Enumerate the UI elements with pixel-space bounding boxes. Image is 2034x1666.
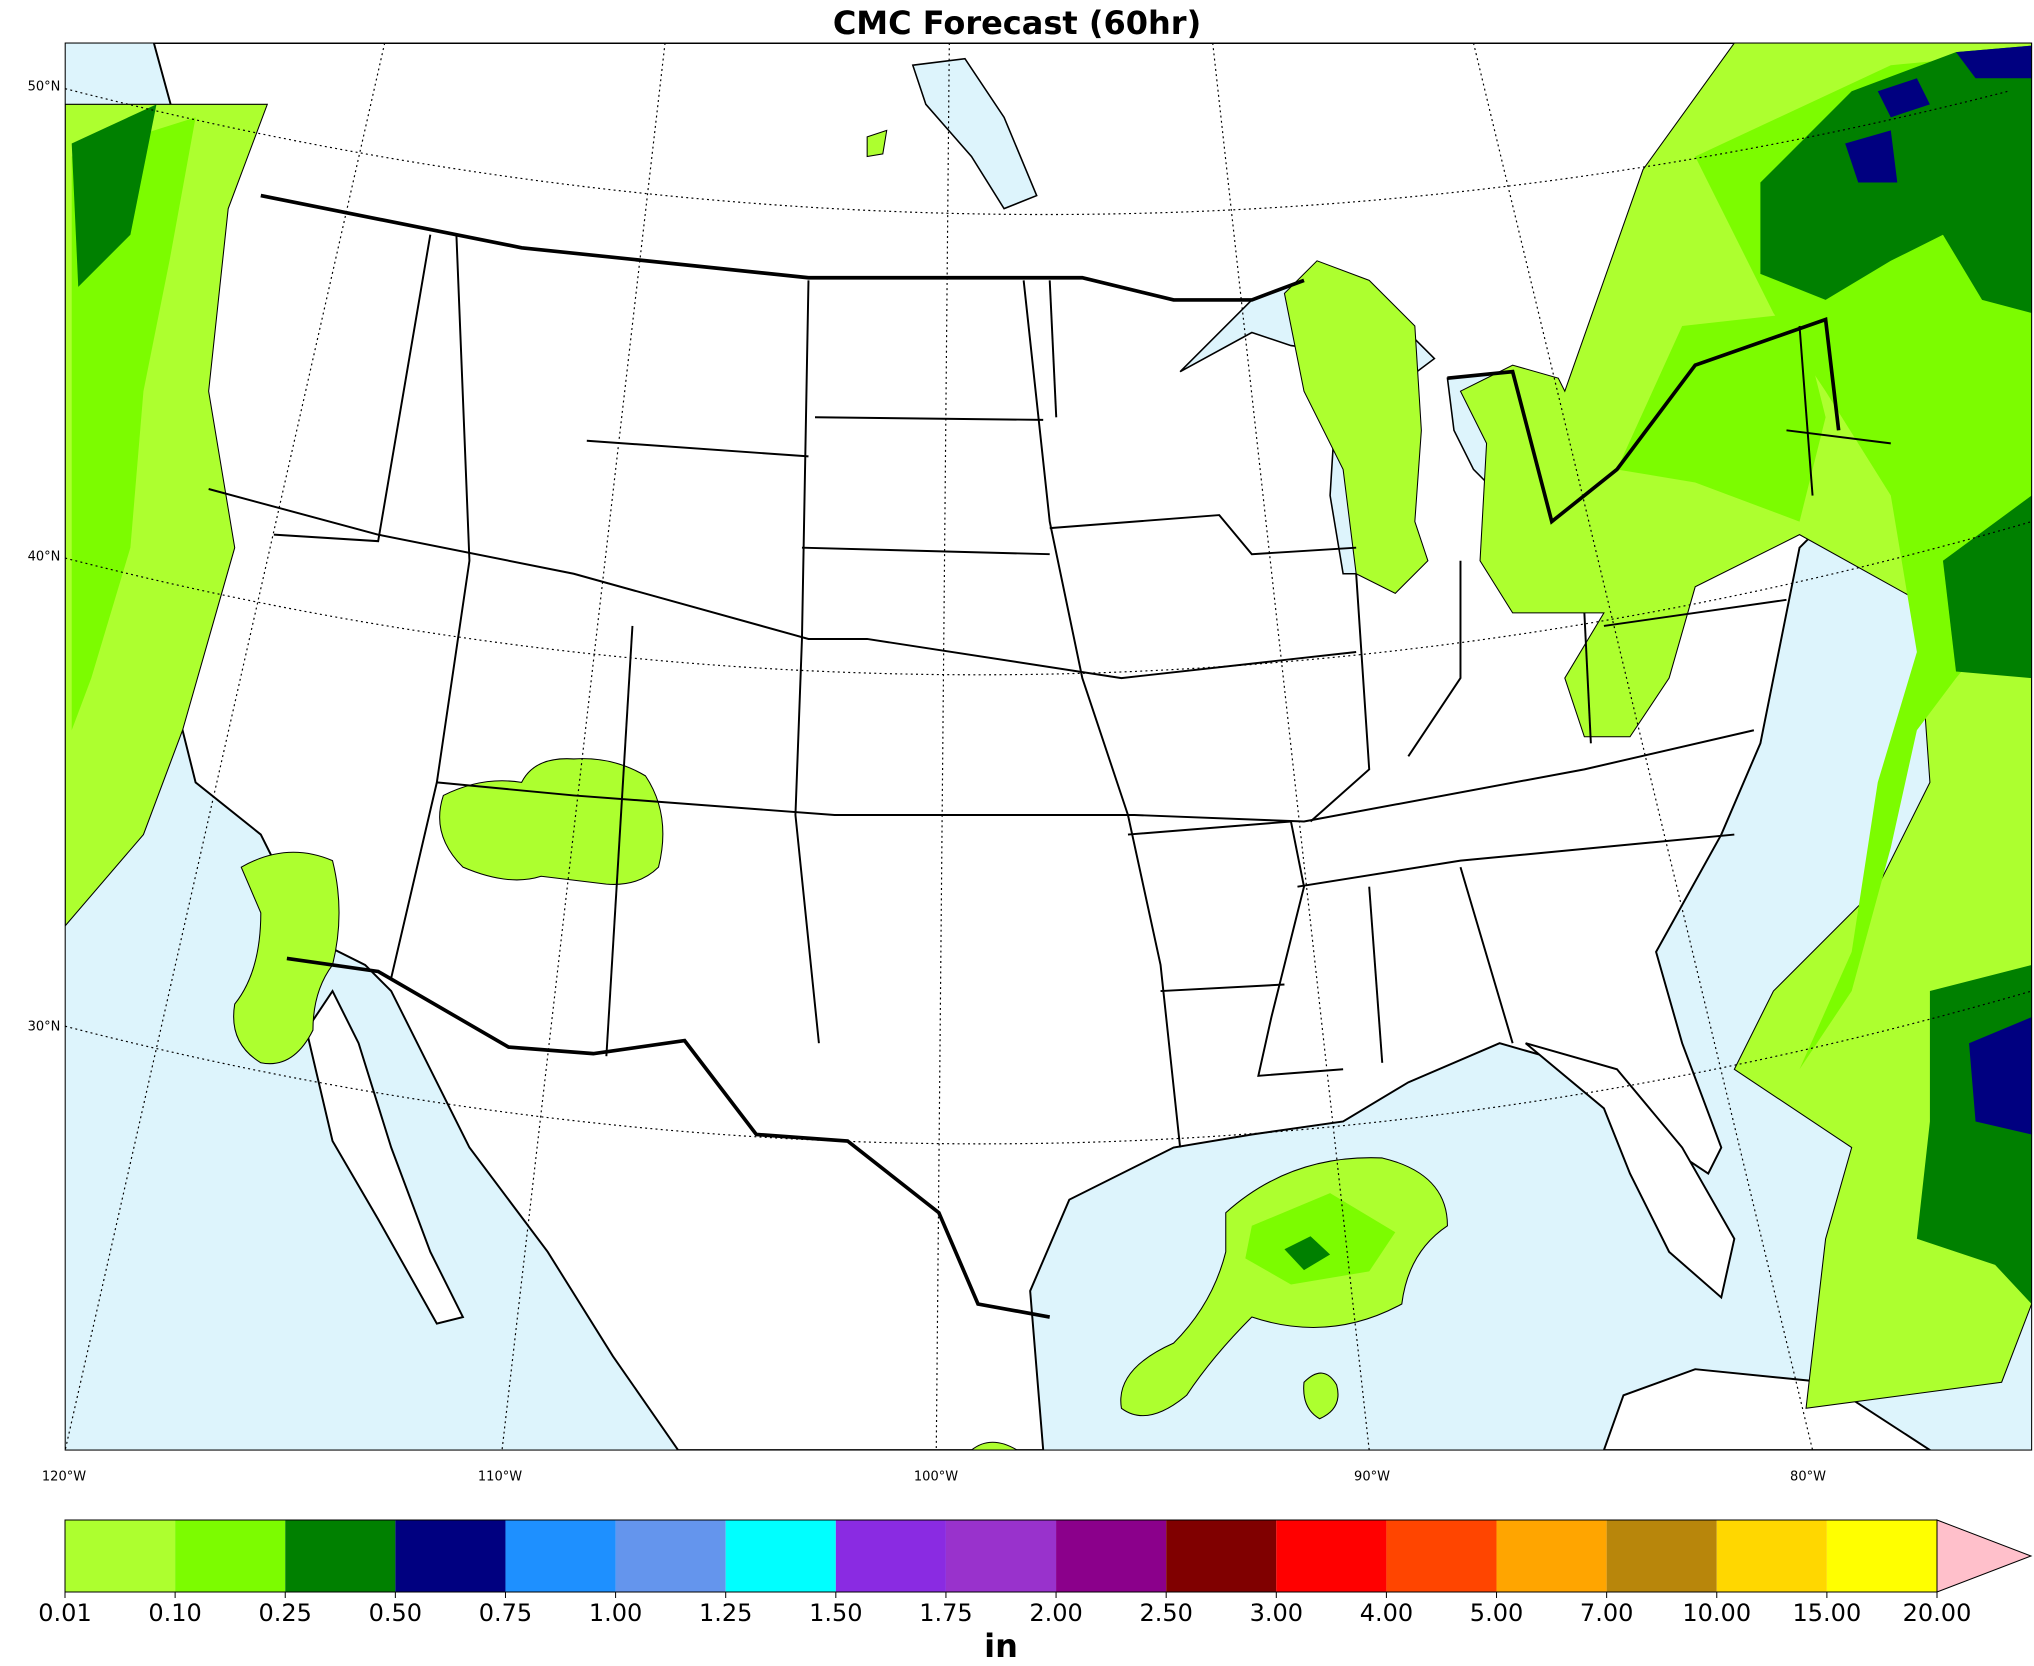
colorbar-bin bbox=[1276, 1520, 1387, 1592]
colorbar-tick-label: 10.00 bbox=[1682, 1599, 1751, 1627]
lon-label: 100°W bbox=[914, 1470, 958, 1485]
colorbar-tick-label: 0.25 bbox=[259, 1599, 312, 1627]
colorbar-tick-label: 0.10 bbox=[148, 1599, 201, 1627]
graticule bbox=[65, 43, 2032, 1451]
colorbar-bin bbox=[1056, 1520, 1167, 1592]
lon-label: 110°W bbox=[478, 1470, 522, 1485]
colorbar-tick-label: 3.00 bbox=[1250, 1599, 1303, 1627]
colorbar-bin bbox=[615, 1520, 726, 1592]
colorbar-tick-label: 4.00 bbox=[1360, 1599, 1413, 1627]
cuba bbox=[1602, 1368, 1932, 1451]
map-frame bbox=[64, 42, 2033, 1451]
colorbar-tick-label: 0.50 bbox=[369, 1599, 422, 1627]
colorbar-bin bbox=[505, 1520, 616, 1592]
borders bbox=[208, 193, 1891, 1319]
colorbar-bin bbox=[1826, 1520, 1937, 1592]
colorbar-bin bbox=[1716, 1520, 1827, 1592]
colorbar-tick-label: 15.00 bbox=[1793, 1599, 1862, 1627]
colorbar-bin bbox=[1606, 1520, 1717, 1592]
colorbar-tick-label: 1.50 bbox=[809, 1599, 862, 1627]
colorbar-bin bbox=[65, 1520, 176, 1592]
lat-label: 40°N bbox=[28, 550, 61, 565]
colorbar-unit: in bbox=[984, 1627, 1018, 1665]
colorbar-bin bbox=[175, 1520, 286, 1592]
colorbar-frame bbox=[64, 1519, 1938, 1593]
colorbar-tick-label: 0.01 bbox=[38, 1599, 91, 1627]
colorbar-tick-label: 7.00 bbox=[1580, 1599, 1633, 1627]
colorbar-tick-label: 1.00 bbox=[589, 1599, 642, 1627]
colorbar-tick-label: 20.00 bbox=[1903, 1599, 1972, 1627]
colorbar-tick-label: 0.75 bbox=[479, 1599, 532, 1627]
colorbar-bin bbox=[945, 1520, 1057, 1592]
lake-winnipeg bbox=[911, 57, 1038, 210]
lat-label: 30°N bbox=[28, 1020, 61, 1035]
lon-label: 120°W bbox=[42, 1470, 86, 1485]
precip-very-heavy bbox=[1845, 45, 2032, 1135]
colorbar-extend bbox=[1936, 1519, 2033, 1593]
lat-label: 50°N bbox=[28, 80, 61, 95]
florida bbox=[1525, 1042, 1736, 1300]
colorbar-bin bbox=[1496, 1520, 1607, 1592]
colorbar-bin bbox=[1386, 1520, 1497, 1592]
colorbar-bin bbox=[1166, 1520, 1277, 1592]
colorbar: 0.01 0.10 0.25 0.50 0.75 1.00 1.25 1.50 1.75 2.00… bbox=[38, 1519, 2033, 1665]
map-labels: 50°N 40°N 30°N 120°W 110°W 100°W 90°W 80°W bbox=[28, 80, 1826, 1485]
lon-label: 90°W bbox=[1354, 1470, 1390, 1485]
colorbar-tick-label: 1.25 bbox=[699, 1599, 752, 1627]
colorbar-bin bbox=[285, 1520, 396, 1592]
colorbar-tick-label: 5.00 bbox=[1470, 1599, 1523, 1627]
colorbar-bin bbox=[395, 1520, 506, 1592]
colorbar-tick-label: 2.50 bbox=[1139, 1599, 1192, 1627]
precip-moderate bbox=[71, 52, 2032, 1285]
map bbox=[64, 42, 2033, 1451]
colorbar-tick-label: 1.75 bbox=[919, 1599, 972, 1627]
colorbar-bin bbox=[835, 1520, 946, 1592]
map-title: CMC Forecast (60hr) bbox=[833, 4, 1201, 42]
colorbar-tick-label: 2.00 bbox=[1029, 1599, 1082, 1627]
lon-label: 80°W bbox=[1790, 1470, 1826, 1485]
colorbar-bin bbox=[725, 1520, 836, 1592]
baja bbox=[305, 989, 465, 1325]
